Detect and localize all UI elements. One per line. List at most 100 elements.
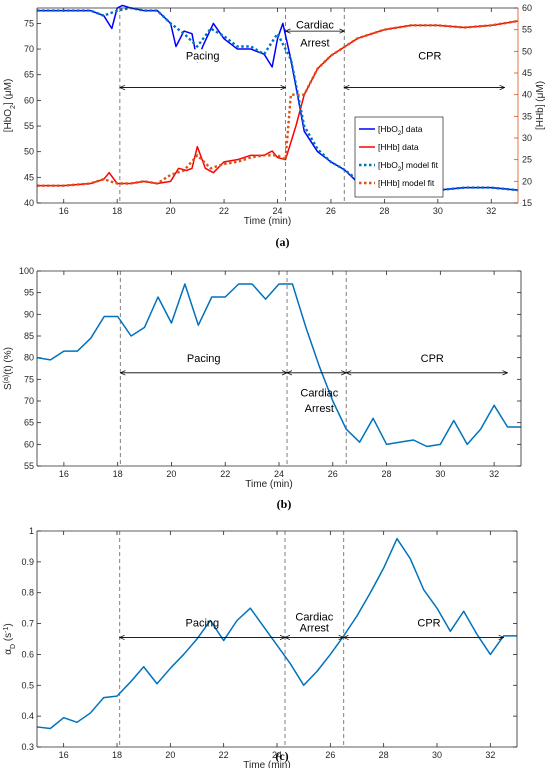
x-tick-label: 28 [379, 750, 389, 760]
legend: [HbO2] data [HHb] data [HbO2] model fit [HH… [354, 116, 444, 198]
annotation-label: CPR [417, 618, 440, 630]
y-tick-label: 80 [24, 353, 34, 363]
x-tick-label: 30 [433, 206, 443, 216]
x-tick-label: 20 [166, 206, 176, 216]
x-tick-label: 24 [272, 750, 282, 760]
y-right-tick-label: 50 [522, 46, 532, 56]
chart-panel-c: 16 18 20 22 24 26 28 30 32 0.3 0.4 0.5 0.6 0.7 0.8 0.9 1… [3, 526, 518, 768]
annotation-label: Cardiac [295, 611, 333, 623]
y-right-tick-label: 25 [522, 155, 532, 165]
x-tick-label: 30 [432, 750, 442, 760]
y-tick-label: 85 [24, 331, 34, 341]
y-right-tick-label: 45 [522, 68, 532, 78]
series-line-1 [36, 537, 517, 730]
x-axis-label: Time (min) [244, 216, 291, 227]
x-tick-label: 18 [113, 469, 123, 479]
x-tick-label: 18 [112, 206, 122, 216]
axis-label: [HbO2] (μM) [3, 79, 17, 133]
y-tick-label: 70 [24, 396, 34, 406]
x-tick-label: 22 [219, 750, 229, 760]
panel-caption: (b) [277, 497, 292, 511]
x-axis-label: Time (min) [245, 479, 292, 490]
y-tick-label: 45 [24, 172, 34, 182]
y-tick-label: 0.4 [21, 711, 34, 721]
y-tick-label: 0.8 [21, 588, 34, 598]
chart-panel-b: 16 18 20 22 24 26 28 30 32 55 60 65 70 75 80 85 90 95 100 P… [3, 266, 522, 490]
annotation-bg [180, 49, 225, 63]
chart-panel-a: 16 18 20 22 24 26 28 30 32 40 45 50 55 60 65 70 75 15 20 25… [3, 3, 546, 227]
x-tick-label: 32 [485, 750, 495, 760]
y-right-tick-label: 35 [522, 111, 532, 121]
annotation-label: Cardiac [300, 388, 338, 400]
annotation-label: Pacing [186, 50, 220, 62]
annotation-label: Arrest [300, 622, 329, 634]
plot-area [37, 271, 521, 466]
y-tick-label: 90 [24, 309, 34, 319]
y-tick-label: 65 [24, 418, 34, 428]
annotation-label: Pacing [187, 353, 221, 365]
x-tick-label: 16 [59, 750, 69, 760]
x-tick-label: 26 [328, 469, 338, 479]
y-tick-label: 0.7 [21, 619, 34, 629]
x-tick-label: 28 [379, 206, 389, 216]
y-right-tick-label: 55 [522, 25, 532, 35]
axis-label: S(a)(t) (%) [3, 347, 15, 390]
x-tick-label: 26 [325, 750, 335, 760]
legend-entry: [HbO2] model fit [378, 160, 439, 173]
y-tick-label: 0.9 [21, 557, 34, 567]
x-tick-label: 22 [219, 206, 229, 216]
y-tick-label: 50 [24, 147, 34, 157]
legend-entry: [HHb] data [378, 142, 419, 152]
x-tick-label: 24 [272, 206, 282, 216]
x-axis-label: Time (min) [243, 760, 290, 768]
y-tick-label: 100 [19, 266, 34, 276]
y-tick-label: 1 [29, 526, 34, 536]
annotation-label: Cardiac [296, 20, 334, 32]
series-line-1 [36, 283, 521, 448]
plot-area [37, 531, 517, 747]
y-tick-label: 75 [24, 374, 34, 384]
y-tick-label: 95 [24, 288, 34, 298]
x-tick-label: 28 [382, 469, 392, 479]
panel-caption: (a) [276, 235, 290, 249]
axis-label: [HHb] (μM) [535, 81, 546, 130]
y-tick-label: 75 [24, 18, 34, 28]
x-tick-label: 22 [220, 469, 230, 479]
y-tick-label: 60 [24, 95, 34, 105]
x-tick-label: 20 [166, 469, 176, 479]
y-tick-label: 55 [24, 461, 34, 471]
y-right-tick-label: 15 [522, 198, 532, 208]
y-right-tick-label: 60 [522, 3, 532, 13]
axis-label: αD (s-1) [3, 623, 17, 655]
legend-entry: [HHb] model fit [378, 178, 435, 188]
x-tick-label: 26 [326, 206, 336, 216]
y-right-tick-label: 30 [522, 133, 532, 143]
y-right-tick-label: 20 [522, 176, 532, 186]
x-tick-label: 32 [486, 206, 496, 216]
x-tick-label: 30 [435, 469, 445, 479]
panel-caption: (c) [275, 749, 288, 763]
y-right-tick-label: 40 [522, 90, 532, 100]
x-tick-label: 16 [59, 469, 69, 479]
annotation-label: Arrest [305, 403, 334, 415]
annotation-label: CPR [418, 50, 441, 62]
y-tick-label: 70 [24, 44, 34, 54]
y-tick-label: 0.5 [21, 680, 34, 690]
y-tick-label: 0.3 [21, 742, 34, 752]
x-tick-label: 18 [112, 750, 122, 760]
annotation-label: CPR [421, 353, 444, 365]
x-tick-label: 32 [489, 469, 499, 479]
legend-entry: [HbO2] data [378, 124, 423, 137]
annotation-label: Arrest [300, 37, 329, 49]
annotation-label: Pacing [186, 618, 220, 630]
y-tick-label: 0.6 [21, 649, 34, 659]
y-tick-label: 60 [24, 439, 34, 449]
annotation-bg [407, 49, 452, 63]
x-tick-label: 20 [165, 750, 175, 760]
y-tick-label: 65 [24, 70, 34, 80]
y-tick-label: 40 [24, 198, 34, 208]
x-tick-label: 24 [274, 469, 284, 479]
x-tick-label: 16 [59, 206, 69, 216]
y-tick-label: 55 [24, 121, 34, 131]
